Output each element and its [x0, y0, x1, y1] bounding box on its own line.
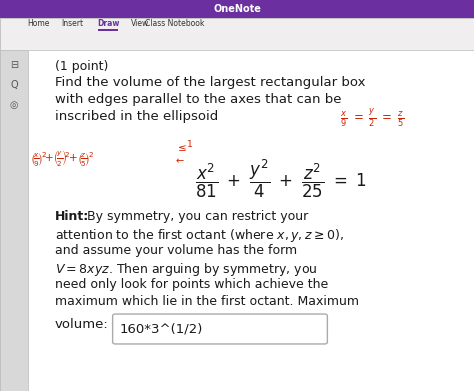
- Text: 160*3^(1/2): 160*3^(1/2): [120, 323, 203, 336]
- Text: ⊟: ⊟: [10, 60, 18, 70]
- Text: Insert: Insert: [61, 20, 83, 29]
- Text: $\leq$: $\leq$: [175, 143, 187, 153]
- Text: Class Notebook: Class Notebook: [146, 20, 205, 29]
- Text: Find the volume of the largest rectangular box: Find the volume of the largest rectangul…: [55, 76, 365, 89]
- Text: $\leftarrow$: $\leftarrow$: [174, 155, 185, 165]
- Text: $1$: $1$: [186, 138, 193, 149]
- Text: maximum which lie in the first octant. Maximum: maximum which lie in the first octant. M…: [55, 295, 359, 308]
- Text: volume:: volume:: [55, 318, 109, 331]
- Text: inscribed in the ellipsoid: inscribed in the ellipsoid: [55, 110, 218, 123]
- Text: need only look for points which achieve the: need only look for points which achieve …: [55, 278, 328, 291]
- Text: attention to the first octant (where $x, y, z \geq 0$),: attention to the first octant (where $x,…: [55, 227, 344, 244]
- Text: Hint:: Hint:: [55, 210, 89, 223]
- Text: By symmetry, you can restrict your: By symmetry, you can restrict your: [83, 210, 308, 223]
- Text: and assume your volume has the form: and assume your volume has the form: [55, 244, 297, 257]
- Text: View: View: [131, 20, 149, 29]
- Text: Draw: Draw: [97, 20, 119, 29]
- Text: $\left(\!\frac{x}{9}\!\right)^{\!2}\!\!+\!\left(\!\frac{y}{2}\!\right)^{\!2}\!\!: $\left(\!\frac{x}{9}\!\right)^{\!2}\!\!+…: [30, 148, 95, 168]
- Text: $\frac{x}{9}\ =\ \frac{y}{2}\ =\ \frac{z}{5}$: $\frac{x}{9}\ =\ \frac{y}{2}\ =\ \frac{z…: [340, 108, 405, 129]
- Text: with edges parallel to the axes that can be: with edges parallel to the axes that can…: [55, 93, 341, 106]
- Text: ◎: ◎: [10, 100, 18, 110]
- Text: Q: Q: [10, 80, 18, 90]
- Text: Home: Home: [27, 20, 49, 29]
- Text: $V = 8xyz$. Then arguing by symmetry, you: $V = 8xyz$. Then arguing by symmetry, yo…: [55, 261, 318, 278]
- Text: (1 point): (1 point): [55, 60, 109, 73]
- Text: $\dfrac{x^2}{81}\ +\ \dfrac{y^2}{4}\ +\ \dfrac{z^2}{25}\ =\ 1$: $\dfrac{x^2}{81}\ +\ \dfrac{y^2}{4}\ +\ …: [195, 158, 367, 200]
- Text: OneNote: OneNote: [213, 4, 261, 14]
